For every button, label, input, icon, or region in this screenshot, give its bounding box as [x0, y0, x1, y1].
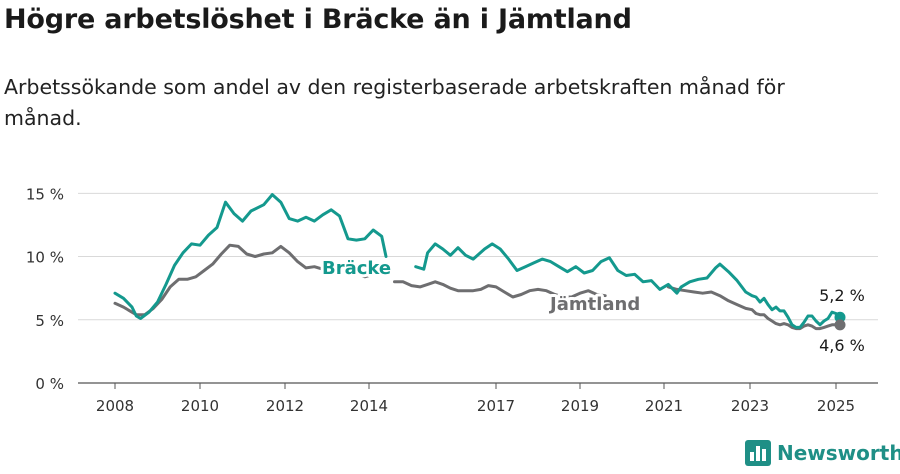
series-line-bracke: [113, 193, 388, 320]
y-tick-label: 0 %: [35, 375, 64, 393]
series-line-jamtland: [393, 280, 607, 299]
x-tick-label: 2017: [477, 397, 515, 415]
x-tick-label: 2010: [181, 397, 219, 415]
y-tick-label: 15 %: [26, 185, 64, 203]
end-point-jamtland: [834, 319, 846, 331]
y-tick-label: 5 %: [35, 312, 64, 330]
end-label-jamtland: 4,6 %: [819, 336, 865, 355]
series-label-bracke-halo: Bräcke: [322, 258, 391, 279]
series-line-bracke: [414, 242, 842, 329]
newsworthy-logo[interactable]: Newsworthy: [745, 440, 900, 466]
series-label-jamtland: Jämtland: [548, 294, 640, 315]
bar-chart-logo-icon: [745, 440, 771, 466]
x-tick-label: 2019: [561, 397, 599, 415]
end-label-bracke: 5,2 %: [819, 286, 865, 305]
x-tick-label: 2021: [645, 397, 683, 415]
x-tick-label: 2023: [731, 397, 769, 415]
x-tick-label: 2025: [817, 397, 855, 415]
brand-name: Newsworthy: [777, 441, 900, 465]
end-point-bracke: [834, 311, 846, 323]
x-tick-label: 2008: [96, 397, 134, 415]
series-line-jamtland: [666, 285, 842, 331]
series-label-bracke: Bräcke: [322, 258, 391, 279]
series-label-jamtland-halo: Jämtland: [548, 294, 640, 315]
x-tick-label: 2014: [350, 397, 388, 415]
x-tick-label: 2012: [266, 397, 304, 415]
chart-title: Högre arbetslöshet i Bräcke än i Jämtlan…: [4, 4, 632, 35]
chart-subtitle: Arbetssökande som andel av den registerb…: [4, 75, 785, 130]
y-tick-label: 10 %: [26, 249, 64, 267]
